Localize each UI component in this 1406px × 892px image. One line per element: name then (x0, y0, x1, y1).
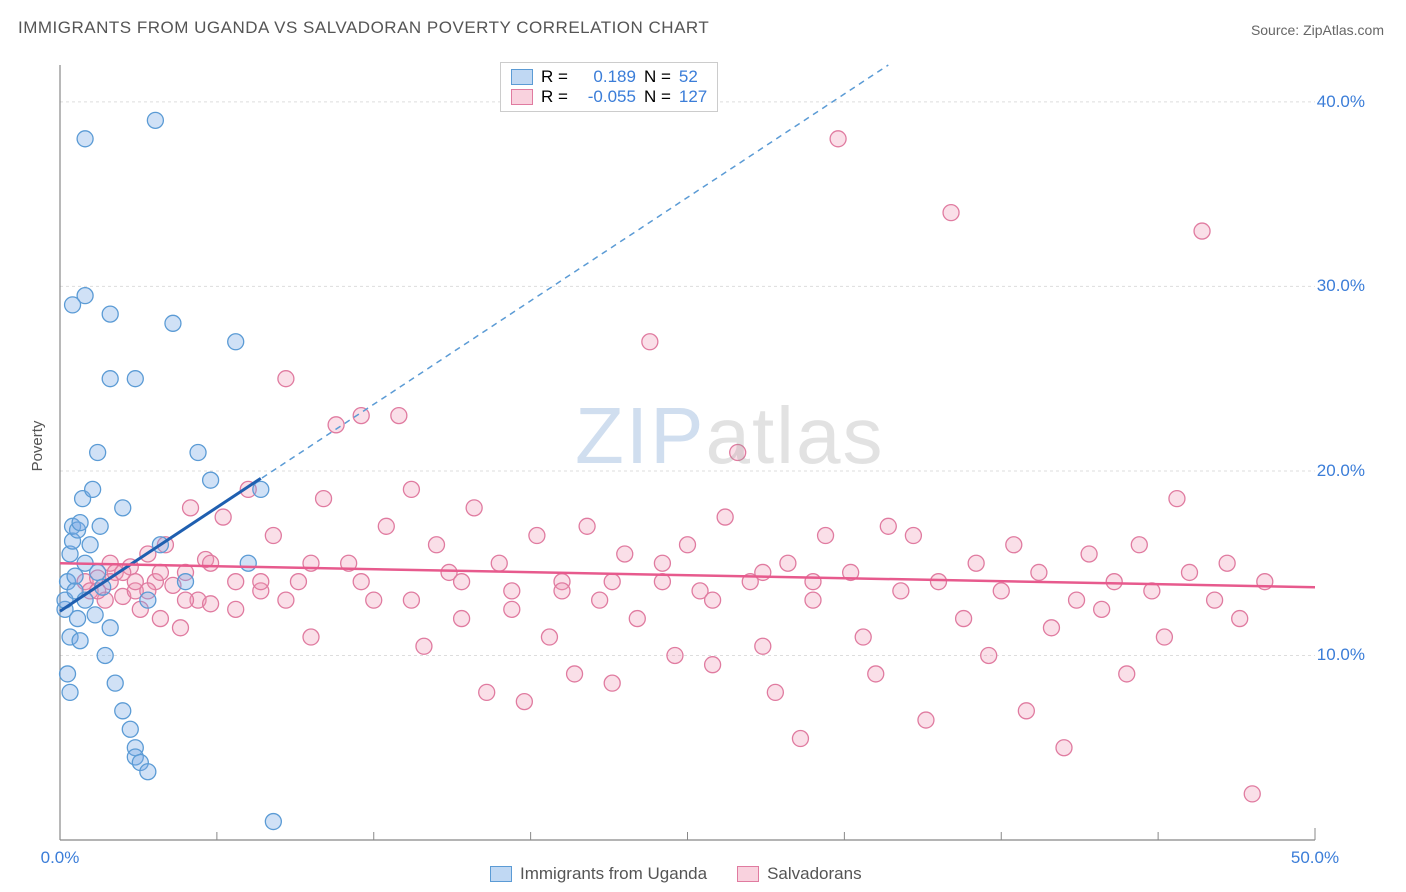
swatch-s2 (511, 89, 533, 105)
n-value-s2: 127 (679, 87, 707, 107)
legend-row-s2: R = -0.055 N = 127 (511, 87, 707, 107)
legend-row-s1: R = 0.189 N = 52 (511, 67, 707, 87)
y-tick-label: 20.0% (1317, 461, 1365, 481)
source-label: Source: ZipAtlas.com (1251, 22, 1384, 38)
y-tick-label: 10.0% (1317, 645, 1365, 665)
swatch-s1 (511, 69, 533, 85)
y-tick-label: 30.0% (1317, 276, 1365, 296)
n-label-s1: N = (644, 67, 671, 87)
swatch-bottom-s2 (737, 866, 759, 882)
correlation-legend: R = 0.189 N = 52 R = -0.055 N = 127 (500, 62, 718, 112)
x-tick-label: 50.0% (1291, 848, 1339, 868)
r-value-s1: 0.189 (576, 67, 636, 87)
y-tick-label: 40.0% (1317, 92, 1365, 112)
n-value-s1: 52 (679, 67, 698, 87)
plot-area: ZIPatlas 10.0%20.0%30.0%40.0% 0.0%50.0% (55, 60, 1375, 850)
n-label-s2: N = (644, 87, 671, 107)
scatter-chart (55, 60, 1375, 850)
series-legend: Immigrants from Uganda Salvadorans (490, 864, 862, 884)
series-label-s1: Immigrants from Uganda (520, 864, 707, 884)
r-value-s2: -0.055 (576, 87, 636, 107)
swatch-bottom-s1 (490, 866, 512, 882)
r-label-s1: R = (541, 67, 568, 87)
y-axis-label: Poverty (29, 421, 46, 472)
series-label-s2: Salvadorans (767, 864, 862, 884)
x-tick-label: 0.0% (41, 848, 80, 868)
r-label-s2: R = (541, 87, 568, 107)
legend-item-s2: Salvadorans (737, 864, 862, 884)
chart-title: IMMIGRANTS FROM UGANDA VS SALVADORAN POV… (18, 18, 709, 38)
legend-item-s1: Immigrants from Uganda (490, 864, 707, 884)
